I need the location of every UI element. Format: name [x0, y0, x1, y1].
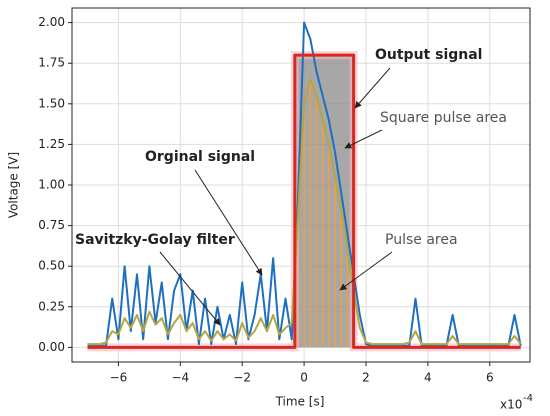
y-tick-label: 0.25	[38, 299, 65, 313]
y-tick-label: 0.00	[38, 340, 65, 354]
plot-frame	[71, 7, 531, 363]
y-tick-label: 0.75	[38, 218, 65, 232]
x-tick-label: 6	[486, 371, 494, 385]
annotation: Pulse area	[385, 232, 458, 248]
annotation-arrow	[159, 251, 221, 326]
annotation-arrow	[194, 169, 263, 276]
series-line	[87, 53, 521, 349]
x-axis-label: Time [s]	[275, 395, 325, 409]
x-scale-label: x10	[500, 398, 522, 412]
annotation: Square pulse area	[380, 110, 507, 126]
annotation: Orginal signal	[145, 149, 255, 165]
x-tick-label: 4	[424, 371, 432, 385]
y-axis-label: Voltage [V]	[7, 152, 21, 218]
y-tick-label: 1.25	[38, 137, 65, 151]
x-scale-exponent: -4	[523, 393, 533, 404]
annotation-arrow	[339, 251, 393, 291]
y-tick-label: 1.00	[38, 178, 65, 192]
x-tick-label: −4	[171, 371, 189, 385]
annotation: Savitzky-Golay filter	[75, 232, 235, 248]
y-tick-label: 0.50	[38, 259, 65, 273]
series-line	[87, 78, 522, 346]
annotation-arrow	[354, 67, 391, 109]
x-tick-label: −6	[110, 371, 128, 385]
y-tick-label: 1.75	[38, 56, 65, 70]
series-line	[87, 21, 522, 347]
x-tick-label: 0	[300, 371, 308, 385]
x-tick-label: 2	[362, 371, 370, 385]
x-tick-label: −2	[233, 371, 251, 385]
annotation: Output signal	[375, 47, 482, 63]
annotation-arrow	[344, 129, 383, 149]
y-tick-label: 1.50	[38, 96, 65, 110]
y-tick-label: 2.00	[38, 15, 65, 29]
